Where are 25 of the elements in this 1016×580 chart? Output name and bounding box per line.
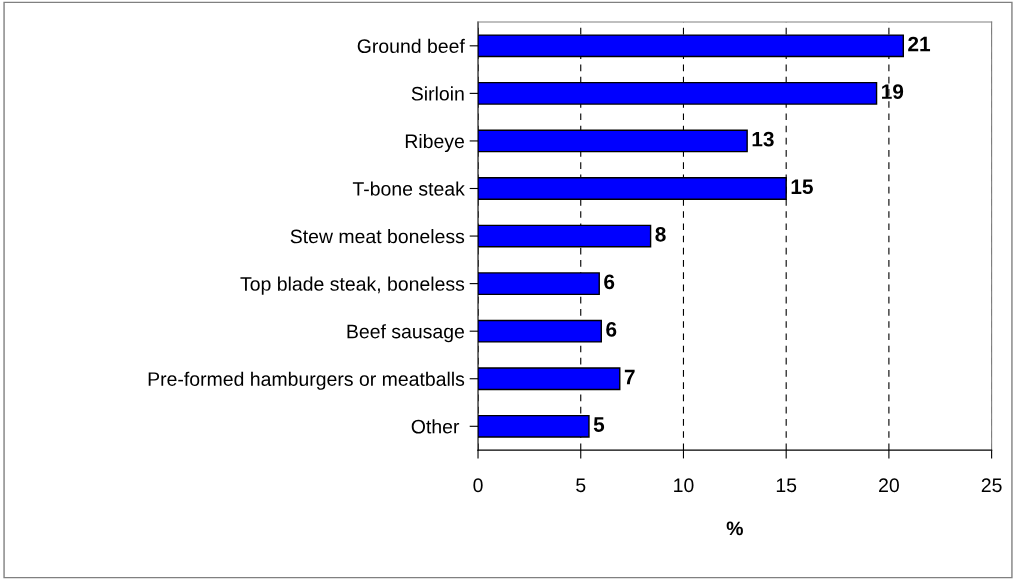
y-tick-label: Ribeye <box>405 133 464 153</box>
y-tick-label: Ground beef <box>357 38 465 54</box>
y-tick-label: Top blade steak, boneless <box>240 276 465 295</box>
y-tick-label: Beef sausage <box>347 324 464 343</box>
x-tick-label: 10 <box>674 478 694 493</box>
y-tick-label: Pre-formed hamburgers or meatballs <box>148 371 465 390</box>
data-label: 7 <box>624 369 635 385</box>
x-tick-label: 5 <box>576 478 586 493</box>
y-tick-label: Stew meat boneless <box>290 229 465 244</box>
x-tick-label: 25 <box>981 478 1002 493</box>
data-label: 15 <box>791 179 813 195</box>
y-tick-label: T-bone steak <box>352 181 465 196</box>
data-label: 5 <box>593 417 605 432</box>
y-tick-label: Other <box>411 419 460 434</box>
data-label: 6 <box>604 274 615 290</box>
x-tick-label: 0 <box>473 478 483 493</box>
x-tick-label: 15 <box>776 478 797 493</box>
data-label: 21 <box>908 36 931 52</box>
x-tick-label: 20 <box>879 478 899 493</box>
data-label: 8 <box>655 226 666 242</box>
data-label: 19 <box>882 84 904 99</box>
x-axis-title: % <box>726 521 743 536</box>
y-tick-label: Sirloin <box>411 86 464 101</box>
data-label: 13 <box>752 131 774 147</box>
data-label: 6 <box>606 322 617 337</box>
